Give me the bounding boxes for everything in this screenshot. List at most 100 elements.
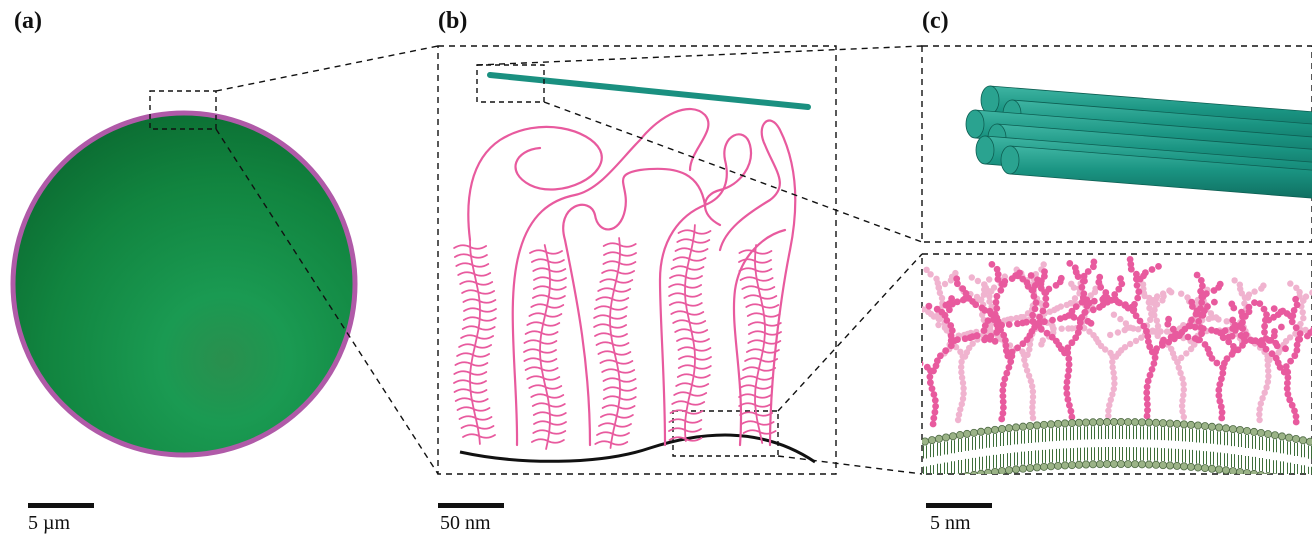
scale-bar-c-text: 5 nm bbox=[930, 512, 971, 534]
brush-side-chain bbox=[743, 294, 778, 300]
brush-side-chain bbox=[599, 278, 634, 284]
brush-side-chain bbox=[532, 267, 567, 273]
brush-side-chain bbox=[669, 274, 703, 280]
zoom-lines-b-c bbox=[476, 45, 923, 475]
brush-side-chain bbox=[454, 253, 488, 259]
brush-side-chain bbox=[602, 242, 637, 248]
brush-side-chain bbox=[738, 393, 772, 399]
polymer-brushes bbox=[453, 224, 782, 450]
brush-backbone bbox=[469, 239, 481, 445]
brush-side-chain bbox=[601, 404, 636, 410]
lipid-bilayer bbox=[922, 418, 1312, 474]
branched-polymer bbox=[922, 295, 999, 428]
scale-bar-b-text: 50 nm bbox=[440, 512, 491, 534]
brush-side-chain bbox=[668, 301, 703, 307]
brush-side-chain bbox=[597, 350, 632, 356]
branched-polymer bbox=[981, 258, 1138, 421]
brush-side-chain bbox=[672, 256, 707, 262]
brush-side-chain bbox=[458, 343, 492, 349]
brush-side-chain bbox=[677, 346, 712, 352]
brush-side-chain bbox=[669, 409, 704, 415]
brush-side-chain bbox=[528, 384, 563, 390]
brush-side-chain bbox=[600, 413, 634, 419]
brush-side-chain bbox=[602, 260, 637, 266]
brush-side-chain bbox=[668, 436, 703, 442]
brush-side-chain bbox=[742, 429, 777, 435]
brush-side-chain bbox=[676, 373, 711, 379]
brush-side-chain bbox=[523, 339, 558, 345]
brush-side-chain bbox=[601, 368, 636, 374]
brush-side-chain bbox=[526, 321, 561, 327]
brush-backbone bbox=[684, 224, 696, 442]
brush-side-chain bbox=[668, 418, 703, 424]
brush-side-chain bbox=[453, 244, 487, 250]
brush-side-chain bbox=[463, 307, 497, 313]
filament-bundle bbox=[965, 85, 1312, 199]
brush-side-chain bbox=[456, 406, 491, 412]
brush-side-chain bbox=[529, 249, 563, 255]
brush-side-chain bbox=[747, 321, 782, 327]
brush-side-chain bbox=[599, 359, 634, 365]
brush-side-chain bbox=[531, 438, 565, 444]
brush-side-chain bbox=[453, 388, 488, 394]
panel-b-frame bbox=[437, 45, 837, 475]
brush-side-chain bbox=[528, 312, 563, 318]
brush-side-chain bbox=[532, 411, 567, 417]
brush-side-chain bbox=[593, 323, 627, 329]
brush-side-chain bbox=[748, 330, 782, 336]
brush-side-chain bbox=[740, 420, 775, 426]
brush-side-chain bbox=[523, 348, 557, 354]
brush-side-chain bbox=[668, 283, 702, 289]
brush-side-chain bbox=[674, 247, 709, 253]
brush-side-chain bbox=[676, 337, 710, 343]
brush-side-chain bbox=[594, 332, 628, 338]
brush-side-chain bbox=[673, 391, 708, 397]
panel-c-label: (c) bbox=[922, 8, 949, 34]
brush-side-chain bbox=[738, 402, 773, 408]
brush-side-chain bbox=[670, 310, 705, 316]
brush-side-chain bbox=[532, 429, 567, 435]
cell-surface-curve bbox=[459, 433, 816, 464]
brush-side-chain bbox=[530, 303, 565, 309]
panel-c-top-frame bbox=[921, 45, 1312, 243]
brush-side-chain bbox=[677, 364, 712, 370]
brush-side-chain bbox=[746, 348, 780, 354]
brush-side-chain bbox=[523, 357, 558, 363]
brush-side-chain bbox=[676, 238, 711, 244]
zoom-box-a bbox=[149, 90, 217, 130]
brush-side-chain bbox=[459, 280, 494, 286]
brush-side-chain bbox=[746, 312, 781, 318]
scale-bar-c bbox=[926, 503, 992, 508]
brush-side-chain bbox=[595, 341, 630, 347]
brush-side-chain bbox=[456, 352, 490, 358]
brush-side-chain bbox=[678, 355, 712, 361]
brush-side-chain bbox=[533, 420, 567, 426]
brush-side-chain bbox=[530, 393, 565, 399]
brush-side-chain bbox=[741, 285, 776, 291]
brush-side-chain bbox=[740, 375, 775, 381]
branched-polymers-foreground bbox=[922, 256, 1312, 428]
brush-side-chain bbox=[461, 289, 495, 295]
brush-side-chain bbox=[594, 440, 629, 446]
brush-side-chain bbox=[462, 316, 497, 322]
brush-side-chain bbox=[670, 265, 705, 271]
brush-side-chain bbox=[739, 276, 774, 282]
filament-rod bbox=[487, 72, 811, 110]
brush-side-chain bbox=[603, 251, 637, 257]
brush-side-chain bbox=[601, 269, 635, 275]
panel-c-bottom-frame bbox=[921, 253, 1312, 475]
brush-side-chain bbox=[461, 325, 496, 331]
brush-side-chain bbox=[602, 377, 637, 383]
brush-side-chain bbox=[742, 366, 776, 372]
brush-side-chain bbox=[460, 334, 494, 340]
brush-side-chain bbox=[532, 285, 567, 291]
brush-side-chain bbox=[593, 314, 627, 320]
brush-side-chain bbox=[602, 395, 637, 401]
brush-side-chain bbox=[603, 386, 637, 392]
zoom-box-filament bbox=[476, 64, 545, 103]
brush-side-chain bbox=[594, 305, 628, 311]
brush-side-chain bbox=[668, 292, 702, 298]
brush-side-chain bbox=[668, 427, 702, 433]
scale-bar-a-text: 5 µm bbox=[28, 512, 71, 534]
brush-side-chain bbox=[453, 370, 488, 376]
